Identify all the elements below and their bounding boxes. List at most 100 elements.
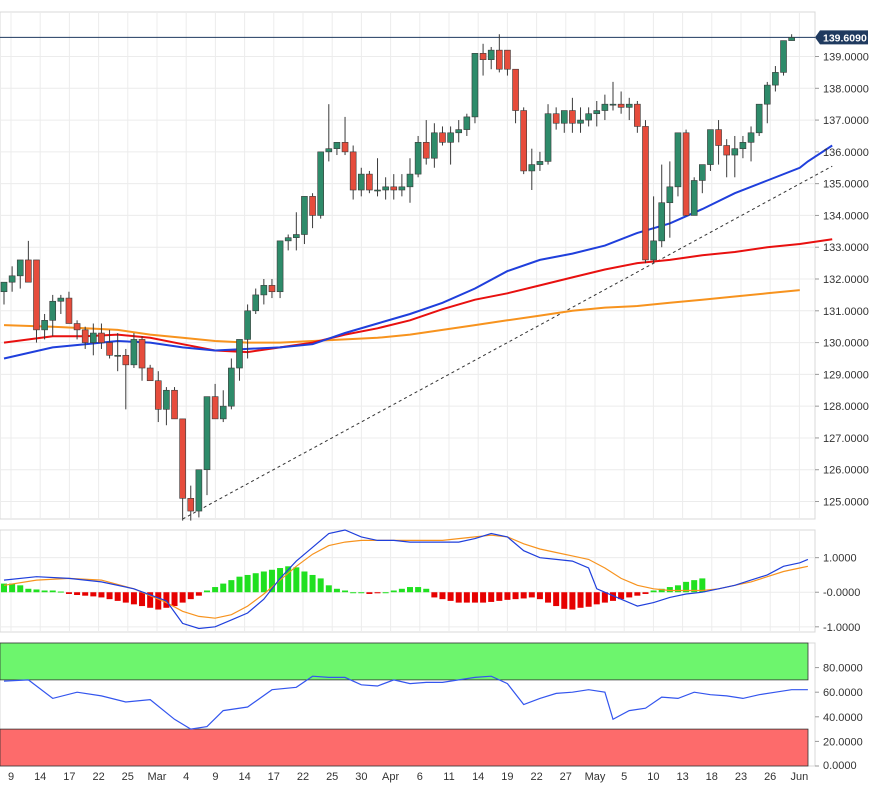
panels bbox=[0, 11, 816, 767]
rsi-overbought-zone bbox=[0, 642, 809, 681]
macd-histogram-bar bbox=[252, 573, 259, 593]
macd-histogram-bar bbox=[147, 592, 154, 608]
candle-body bbox=[0, 281, 8, 293]
candle-body bbox=[414, 142, 422, 175]
candle-body bbox=[284, 237, 292, 242]
price-y-tick-label: 129.0000 bbox=[823, 369, 869, 381]
x-tick-label: 23 bbox=[735, 771, 747, 783]
macd-histogram-bar bbox=[98, 592, 105, 598]
x-tick-label: Jun bbox=[791, 771, 809, 783]
candle-body bbox=[146, 367, 154, 382]
macd-histogram-bar bbox=[455, 592, 462, 603]
macd-histogram-bar bbox=[423, 588, 430, 593]
candle-body bbox=[301, 196, 308, 235]
macd-histogram-bar bbox=[601, 592, 608, 603]
macd-histogram-bar bbox=[82, 592, 89, 596]
price-y-tick-label: 132.0000 bbox=[823, 274, 869, 286]
overlay bbox=[0, 36, 833, 520]
candle-body bbox=[325, 148, 333, 153]
candle-body bbox=[496, 49, 503, 70]
candle-body bbox=[780, 40, 787, 73]
macd-histogram-bar bbox=[236, 576, 243, 593]
candle-body bbox=[357, 173, 365, 191]
candle-body bbox=[439, 132, 446, 143]
price-y-tick-label: 139.0000 bbox=[823, 52, 869, 64]
candle-body bbox=[25, 259, 32, 283]
candle-body bbox=[650, 240, 657, 261]
candle-body bbox=[382, 186, 389, 191]
macd-histogram-bar bbox=[504, 592, 511, 600]
macd-histogram-bar bbox=[407, 587, 413, 593]
macd-histogram-bar bbox=[650, 590, 657, 593]
candle-body bbox=[252, 294, 260, 312]
price-y-tick-label: 128.0000 bbox=[823, 401, 869, 413]
candle-body bbox=[666, 186, 674, 204]
x-tick-label: 30 bbox=[355, 771, 367, 783]
x-tick-label: 17 bbox=[268, 771, 280, 783]
price-y-tick-label: 126.0000 bbox=[823, 465, 869, 477]
macd-histogram-bar bbox=[333, 588, 340, 593]
price-y-tick-label: 136.0000 bbox=[823, 147, 869, 159]
macd-histogram-bar bbox=[577, 592, 584, 608]
x-tick-label: 5 bbox=[621, 771, 627, 783]
macd-histogram-bar bbox=[17, 585, 24, 593]
candle-body bbox=[755, 103, 763, 134]
x-tick-label: 27 bbox=[560, 771, 572, 783]
candle-body bbox=[73, 323, 81, 331]
candle-body bbox=[585, 113, 592, 121]
macd-histogram-bar bbox=[666, 587, 673, 593]
candle-body bbox=[114, 354, 121, 357]
candle-body bbox=[731, 148, 739, 156]
candle-body bbox=[447, 132, 454, 143]
macd-histogram-bar bbox=[163, 592, 170, 608]
macd-histogram-bar bbox=[496, 592, 503, 601]
marks bbox=[0, 34, 809, 730]
price-y-tick-label: 137.0000 bbox=[823, 115, 869, 127]
macd-histogram-bar bbox=[618, 592, 625, 600]
candle-body bbox=[601, 103, 609, 111]
macd-histogram-bar bbox=[212, 587, 219, 593]
candle-body bbox=[163, 389, 170, 410]
x-tick-label: 14 bbox=[34, 771, 46, 783]
macd-histogram-bar bbox=[90, 592, 97, 597]
price-panel-frame bbox=[0, 11, 816, 520]
x-tick-label: Mar bbox=[148, 771, 167, 783]
macd-histogram-bar bbox=[358, 592, 365, 594]
candle-body bbox=[707, 129, 714, 165]
macd-histogram-bar bbox=[561, 592, 568, 609]
candle-body bbox=[41, 320, 48, 331]
candle-body bbox=[341, 142, 349, 153]
candle-body bbox=[374, 189, 381, 192]
macd-histogram-bar bbox=[220, 583, 227, 593]
macd-histogram-bar bbox=[463, 592, 470, 603]
x-tick-label: 22 bbox=[92, 771, 104, 783]
macd-histogram-bar bbox=[520, 592, 527, 599]
rsi-oversold-zone bbox=[0, 728, 809, 767]
candle-body bbox=[244, 310, 251, 340]
x-tick-label: 17 bbox=[63, 771, 75, 783]
candle-body bbox=[236, 339, 243, 369]
rsi-y-tick-label: 60.0000 bbox=[823, 687, 863, 699]
macd-histogram-bar bbox=[585, 592, 592, 607]
ma-red-line bbox=[3, 238, 833, 354]
candle-body bbox=[349, 151, 357, 191]
candle-body bbox=[187, 498, 195, 512]
macd-histogram-bar bbox=[309, 574, 316, 593]
candle-body bbox=[455, 129, 463, 134]
macd-histogram-bar bbox=[374, 592, 381, 594]
rsi-y-tick-label: 40.0000 bbox=[823, 712, 863, 724]
rsi-y-tick-label: 20.0000 bbox=[823, 736, 863, 748]
x-tick-label: 19 bbox=[501, 771, 513, 783]
macd-histogram-bar bbox=[528, 592, 535, 598]
macd-histogram-bar bbox=[179, 592, 186, 603]
macd-histogram-bar bbox=[130, 592, 137, 605]
x-tick-label: 22 bbox=[297, 771, 309, 783]
candle-body bbox=[544, 113, 552, 162]
candle-body bbox=[16, 259, 24, 277]
candle-body bbox=[219, 405, 227, 420]
candle-body bbox=[569, 110, 576, 124]
candle-body bbox=[715, 129, 722, 146]
candle-body bbox=[593, 110, 601, 115]
